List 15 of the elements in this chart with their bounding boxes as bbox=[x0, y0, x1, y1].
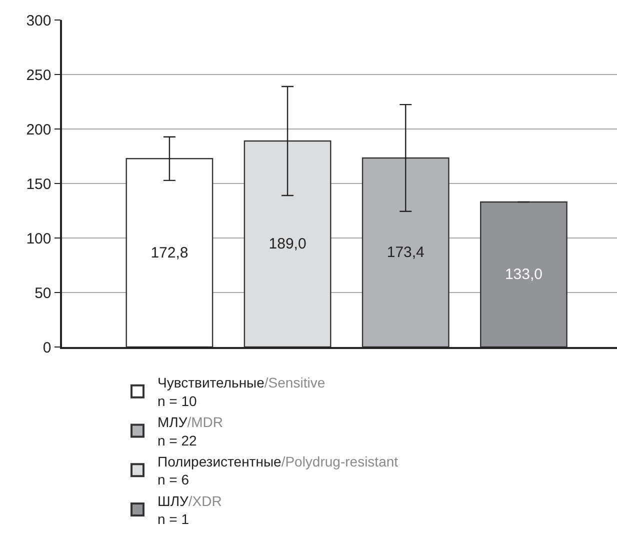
text: Полирезистентные/Polydrug-resistant n = 6 bbox=[158, 453, 398, 488]
y-tick-label: 300 bbox=[26, 12, 52, 30]
legend-label: МЛУ/MDR n = 22 bbox=[158, 414, 224, 448]
y-tick-label: 50 bbox=[34, 284, 52, 302]
y-tick-label: 0 bbox=[42, 339, 52, 356]
data-label: 133,0 bbox=[504, 266, 542, 284]
data-label: 189,0 bbox=[268, 235, 306, 252]
data-label: 172,8 bbox=[150, 244, 188, 262]
text: Чувствительные/Sensitive n = 10 bbox=[158, 374, 326, 409]
y-tick-label: 200 bbox=[26, 121, 52, 138]
y-tick-label: 150 bbox=[26, 176, 52, 193]
legend-label: ШЛУ/XDR n = 1 bbox=[158, 492, 222, 528]
data-label: 173,4 bbox=[386, 244, 424, 261]
y-tick-label: 250 bbox=[26, 66, 52, 84]
y-tick-label: 100 bbox=[26, 230, 52, 248]
